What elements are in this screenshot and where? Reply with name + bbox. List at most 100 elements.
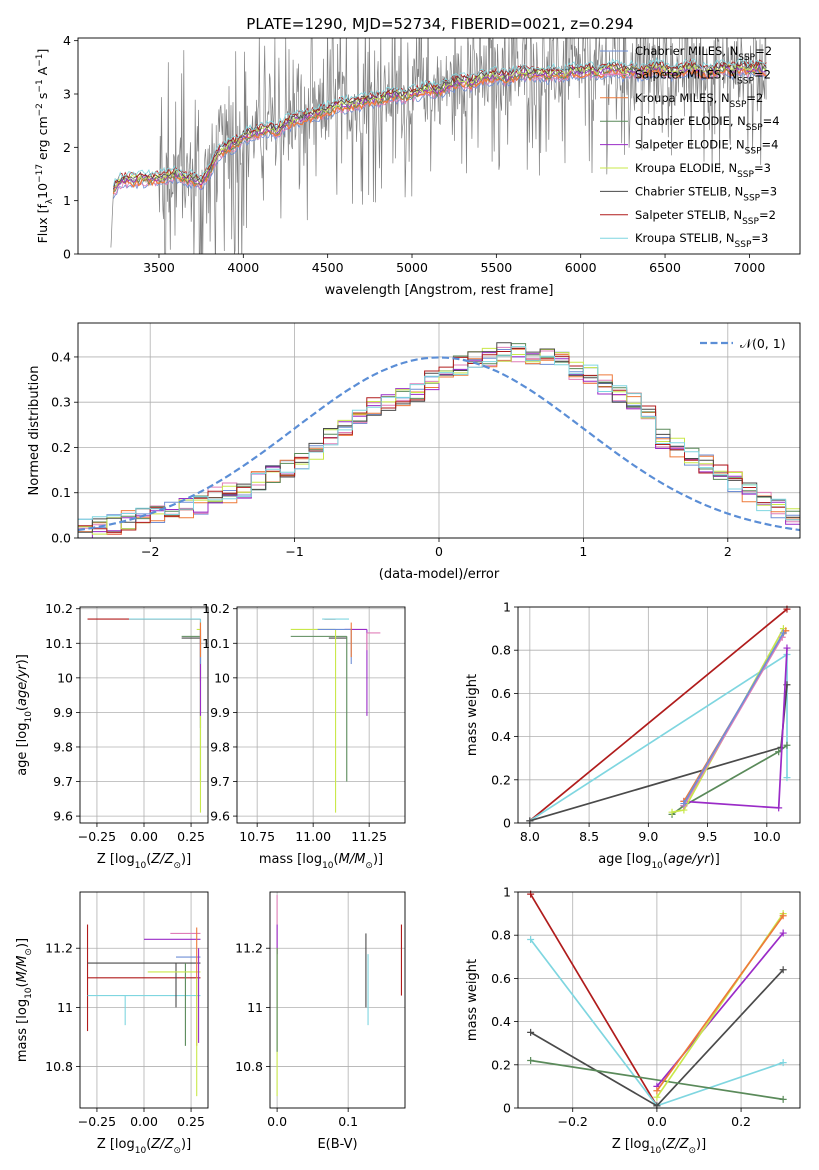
y-tick-label: 0.2 [51,440,71,455]
axes-frame [269,891,406,1109]
y-tick-label: 0.2 [491,1057,511,1072]
gaussian-legend-label: 𝒩(0, 1) [740,336,786,351]
y-axis-label: mass weight [465,959,480,1041]
x-tick-label: 0.0 [267,1114,287,1129]
y-axis-label: Flux [fλ10−17 erg cm−2 s−1 A−1] [35,49,55,244]
weight-marker-kroupa_stelib [779,1059,787,1067]
y-tick-label: 11.2 [45,941,73,956]
axes-frame [79,606,209,824]
weight-line-kroupa_miles [656,915,784,1092]
histogram-kroupa_stelib [78,346,800,538]
y-axis-label: mass weight [465,674,480,756]
weight-line-kroupa_stelib [529,652,788,822]
model-line-kroupa_elodie [113,62,767,188]
weight-marker-kroupa_elodie [668,808,676,816]
y-tick-label: 9.7 [210,774,230,789]
legend-label-chabrier_miles: Chabrier MILES, NSSP=2 [635,44,772,63]
weight-marker-kroupa_stelib [527,936,535,944]
mass_vs_Z-panel: −0.25 0.00 0.25 10.8 11 11.2 Z [log10(Z/Z⊙)] ma… [15,891,209,1156]
legend-label-kroupa_elodie: Kroupa ELODIE, NSSP=3 [635,161,771,180]
mass_weight_vs_Z-panel: −0.2 0.0 0.2 0 0.2 0.4 0.6 0.8 1 Z [log10(Z/Z⊙)] m… [465,885,801,1156]
weight-line-salpeter_miles [683,636,783,807]
spectrum-panel: 3500 4000 4500 5000 5500 6000 6500 7000 0 1 2 3 4 Cha… [35,33,801,298]
x-tick-label: 7000 [733,260,765,275]
legend-label-chabrier_stelib: Chabrier STELIB, NSSP=3 [635,184,777,203]
y-axis-label: mass [log10(M/M⊙)] [15,938,34,1062]
x-axis-label: Z [log10(Z/Z⊙)] [97,1137,191,1156]
x-tick-label: 2 [724,544,732,559]
model-line-kroupa_miles [112,66,767,194]
x-tick-label: 0 [435,544,443,559]
x-tick-label: −1 [285,544,303,559]
y-tick-label: 0 [63,247,71,262]
x-tick-label: 9.0 [638,829,658,844]
y-tick-label: 11 [57,1000,73,1015]
residuals-panel: −2 −1 0 1 2 0.0 0.1 0.2 0.3 0.4 𝒩(0, 1) (data-model… [27,322,801,582]
y-tick-label: 0.3 [51,395,71,410]
axes-frame [517,606,801,824]
model-line-chabrier_stelib [113,60,767,190]
y-tick-label: 0.0 [51,531,71,546]
x-tick-label: 6500 [649,260,681,275]
weight-marker-kroupa_stelib [783,774,791,782]
y-tick-label: 9.9 [210,705,230,720]
x-tick-label: −0.25 [78,829,116,844]
y-tick-label: 10 [57,670,73,685]
weight-marker-chabrier_elodie [779,1095,787,1103]
y-tick-label: 10.2 [45,601,73,616]
x-tick-label: 11.25 [351,829,387,844]
x-tick-label: 4000 [227,260,259,275]
weight-line-salpeter_stelib [529,893,658,1107]
x-axis-label: Z [log10(Z/Z⊙)] [612,1137,706,1156]
y-tick-label: 0.6 [491,971,511,986]
x-tick-label: −0.2 [558,1114,588,1129]
y-tick-label: 0.4 [491,729,511,744]
y-tick-label: 0 [503,816,511,831]
y-tick-label: 0.4 [491,1014,511,1029]
mass_vs_ebv-panel: 0.0 0.1 10.8 11 11.2 E(B-V) [235,891,406,1152]
weight-marker-salpeter_elodie [779,929,787,937]
y-tick-label: 10.1 [202,636,230,651]
weight-marker-chabrier_elodie [527,1056,535,1064]
x-tick-label: 0.00 [130,1114,158,1129]
weight-marker-kroupa_elodie [653,1093,661,1101]
x-tick-label: 1 [579,544,587,559]
weight-line-chabrier_elodie [530,1059,784,1101]
legend-label-salpeter_elodie: Salpeter ELODIE, NSSP=4 [635,138,778,157]
figure-title: PLATE=1290, MJD=52734, FIBERID=0021, z=0… [246,15,633,33]
legend-label-salpeter_miles: Salpeter MILES, NSSP=2 [635,67,771,86]
x-tick-label: 10.0 [753,829,781,844]
y-axis-label: Normed distribution [27,366,42,496]
x-tick-label: 4500 [312,260,344,275]
x-tick-label: 10.75 [239,829,275,844]
x-axis-label: E(B-V) [317,1137,357,1152]
weight-marker-chabrier_elodie [783,741,791,749]
y-tick-label: 2 [63,140,71,155]
legend-label-kroupa_miles: Kroupa MILES, NSSP=2 [635,91,763,110]
x-tick-label: 9.5 [698,829,718,844]
axes-frame [77,37,801,255]
y-tick-label: 0.2 [491,772,511,787]
legend-label-salpeter_stelib: Salpeter STELIB, NSSP=2 [635,208,776,227]
y-tick-label: 0.4 [51,349,71,364]
x-tick-label: 6000 [565,260,597,275]
weight-marker-chabrier_miles [779,629,787,637]
x-axis-label: (data-model)/error [379,567,500,582]
y-tick-label: 11.2 [235,941,263,956]
y-tick-label: 9.7 [53,774,73,789]
weight-line-chabrier_stelib [529,684,788,822]
y-tick-label: 9.6 [53,809,73,824]
y-tick-label: 10.8 [45,1059,73,1074]
x-tick-label: 11.00 [295,829,331,844]
axes-frame [236,606,406,824]
age_vs_Z-panel: −0.25 0.00 0.25 9.6 9.7 9.8 9.9 10 10.1 10.2 Z [lo… [15,601,209,871]
weight-marker-kroupa_miles [779,912,787,920]
x-tick-label: 0.00 [130,829,158,844]
axes-frame [517,891,801,1109]
y-tick-label: 10.2 [202,601,230,616]
x-tick-label: 8.5 [579,829,599,844]
weight-marker-chabrier_stelib [779,966,787,974]
x-axis-label: wavelength [Angstrom, rest frame] [325,283,554,298]
x-axis-label: Z [log10(Z/Z⊙)] [97,852,191,871]
